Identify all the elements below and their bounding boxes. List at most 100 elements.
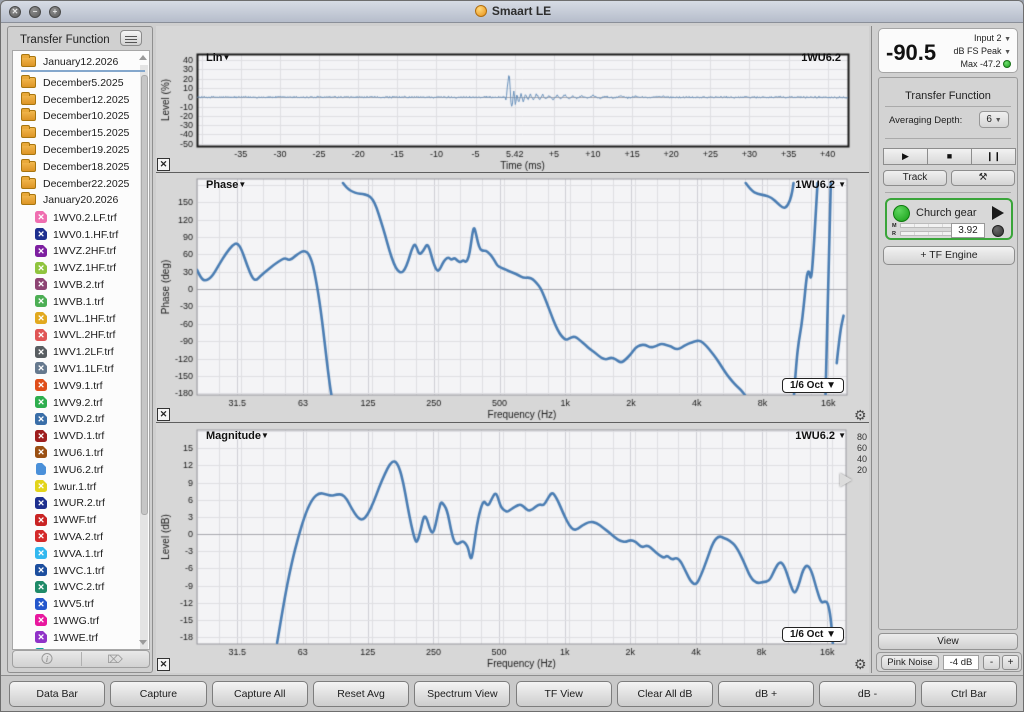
sidebar-file-item[interactable]: ✕ 1WVL.2HF.trf [13,327,149,344]
bottom-bar-button-capture[interactable]: Capture [110,681,207,707]
sidebar-file-item[interactable]: ✕ 1WUR.2.trf [13,495,149,512]
meter-unit-dropdown[interactable]: dB FS Peak ▼ [953,46,1011,56]
bottom-bar-button-db-[interactable]: dB - [819,681,916,707]
bottom-bar-button-capture-all[interactable]: Capture All [211,681,308,707]
play-button[interactable]: ▶ [883,148,928,165]
sidebar-file-item[interactable]: ✕ 1WU6.1.trf [13,445,149,462]
coherence-threshold-slider[interactable] [840,473,852,487]
sidebar-file-item[interactable]: ✕ 1WV1.1LF.trf [13,361,149,378]
sidebar-folder-item[interactable]: December10.2025 [13,108,149,125]
sidebar-file-item[interactable]: ✕ 1WVZ.2HF.trf [13,243,149,260]
trf-file-icon: ✕ [35,345,47,358]
lin-trace-legend: 1WU6.2 [801,52,841,64]
sidebar-file-item[interactable]: ✕ 1WWG.trf [13,613,149,630]
phase-smoothing-dropdown[interactable]: 1/6 Oct ▼ [782,378,844,393]
sidebar-file-item[interactable]: ✕ 1WWF.trf [13,512,149,529]
trash-button[interactable]: ⌦ [107,654,123,666]
tools-button[interactable]: ⚒ [951,170,1015,186]
folder-icon [21,158,36,172]
sidebar-current-folder[interactable]: January12.2026 [13,54,149,71]
sidebar-file-item[interactable]: ✕ 1wur.1.trf [13,479,149,496]
sidebar-file-item[interactable]: ✕ 1WVZ.1HF.trf [13,260,149,277]
current-folder-underline [21,69,145,72]
window-zoom-button[interactable]: + [49,6,61,18]
phase-close-button[interactable]: ✕ [157,408,170,421]
magnitude-title-dropdown[interactable]: Magnitude▼ [206,430,269,442]
scroll-up-arrow[interactable] [139,55,147,60]
sidebar-folder-item[interactable]: January20.2026 [13,192,149,209]
trf-file-icon: ✕ [35,496,47,509]
bottom-bar-button-reset-avg[interactable]: Reset Avg [312,681,410,707]
sidebar-file-item[interactable]: ✕ 1WVA.1.trf [13,546,149,563]
info-button[interactable]: i [41,653,53,664]
bottom-bar-button-clear-all-db[interactable]: Clear All dB [616,681,714,707]
sidebar-file-item[interactable]: ✕ 1WVB.1.trf [13,294,149,311]
sidebar-file-item[interactable]: 1WU6.2.trf [13,462,149,479]
sidebar-folder-item[interactable]: December15.2025 [13,125,149,142]
sidebar-file-item[interactable]: ✕ 1WWE.trf [13,630,149,647]
bottom-bar-button-db-[interactable]: dB + [718,681,815,707]
window-title: Smaart LE [1,4,1023,18]
sidebar-file-item[interactable]: ✕ 1WVA.2.trf [13,529,149,546]
engine-play-icon[interactable] [992,206,1004,220]
magnitude-trace-legend[interactable]: 1WU6.2 ▼ [795,430,846,442]
sidebar-file-item[interactable]: ✕ 1WV9.2.trf [13,395,149,412]
meter-value: -90.5 [886,40,937,65]
pause-button[interactable]: ❙❙ [971,148,1016,165]
sidebar-file-item[interactable]: ✕ 1WVL.1HF.trf [13,311,149,328]
magnitude-smoothing-dropdown[interactable]: 1/6 Oct ▼ [782,627,844,642]
level-plus-button[interactable]: + [1002,655,1019,670]
add-tf-engine-button[interactable]: + TF Engine [883,246,1015,265]
stop-button[interactable]: ■ [927,148,972,165]
title-bar[interactable]: ✕ − + Smaart LE [1,1,1023,23]
bottom-bar-button-data-bar[interactable]: Data Bar [9,681,106,707]
lin-close-button[interactable]: ✕ [157,158,170,171]
file-name: 1WWF.trf [53,514,97,527]
trf-file-icon [36,463,46,476]
sidebar-folder-item[interactable]: December5.2025 [13,74,149,92]
averaging-depth-dropdown[interactable]: 6 ▼ [979,111,1009,128]
sidebar-file-item[interactable]: ✕ 1WVC.2.trf [13,579,149,596]
window-close-button[interactable]: ✕ [9,6,21,18]
sidebar-menu-button[interactable] [120,30,142,46]
sidebar-file-item[interactable]: ✕ 1WVB.2.trf [13,277,149,294]
bottom-bar-button-spectrum-view[interactable]: Spectrum View [414,681,511,707]
sidebar-file-item[interactable]: ✕ 1WV0.2.LF.trf [13,210,149,227]
sidebar-scrollbar[interactable] [140,65,148,649]
sidebar-file-item[interactable]: ✕ 1WV5.trf [13,596,149,613]
engine-delay-value[interactable]: 3.92 [951,223,985,238]
sidebar-file-item[interactable]: ✕ 1WV1.2LF.trf [13,344,149,361]
phase-gear-icon[interactable]: ⚙ [854,407,867,423]
sidebar-file-item[interactable]: ✕ 1WVD.1.trf [13,428,149,445]
sidebar-folder-item[interactable]: December18.2025 [13,158,149,176]
bottom-bar-button-tf-view[interactable]: TF View [515,681,612,707]
r-channel-label: R [892,231,896,237]
sidebar-folder-item[interactable]: December22.2025 [13,175,149,193]
pink-noise-button[interactable]: Pink Noise [881,655,939,670]
phase-title-dropdown[interactable]: Phase▼ [206,179,247,191]
track-button[interactable]: Track [883,170,947,186]
magnitude-gear-icon[interactable]: ⚙ [854,656,867,672]
bottom-bar-button-ctrl-bar[interactable]: Ctrl Bar [920,681,1017,707]
sidebar-file-item[interactable]: ✕ 1WV9.1.trf [13,378,149,395]
sidebar-file-item[interactable]: ✕ 1W0.7.trf [13,647,149,649]
folder-name: January20.2026 [43,194,119,207]
sidebar-file-item[interactable]: ✕ 1WVC.1.trf [13,563,149,580]
phase-chart-canvas [156,173,869,423]
file-name: 1WVB.1.trf [53,295,104,308]
input-select-dropdown[interactable]: Input 2 ▼ [974,33,1011,43]
bottom-control-bar: Data Bar Capture Capture All Reset Avg Spect… [1,675,1023,711]
phase-trace-legend[interactable]: 1WU6.2 ▼ [795,179,846,191]
magnitude-close-button[interactable]: ✕ [157,658,170,671]
view-button[interactable]: View [878,633,1018,650]
window-minimize-button[interactable]: − [29,6,41,18]
sidebar-folder-item[interactable]: December19.2025 [13,142,149,159]
sidebar-folder-item[interactable]: December12.2025 [13,91,149,109]
tf-engine-church-gear[interactable]: Church gear M R 3.92 [885,198,1013,240]
lin-title-dropdown[interactable]: Lin▼ [206,52,231,64]
level-minus-button[interactable]: - [983,655,1000,670]
sidebar-file-item[interactable]: ✕ 1WVD.2.trf [13,411,149,428]
sidebar-scrollbar-thumb[interactable] [140,75,148,515]
scroll-down-arrow[interactable] [139,640,147,645]
sidebar-file-item[interactable]: ✕ 1WV0.1.HF.trf [13,227,149,244]
